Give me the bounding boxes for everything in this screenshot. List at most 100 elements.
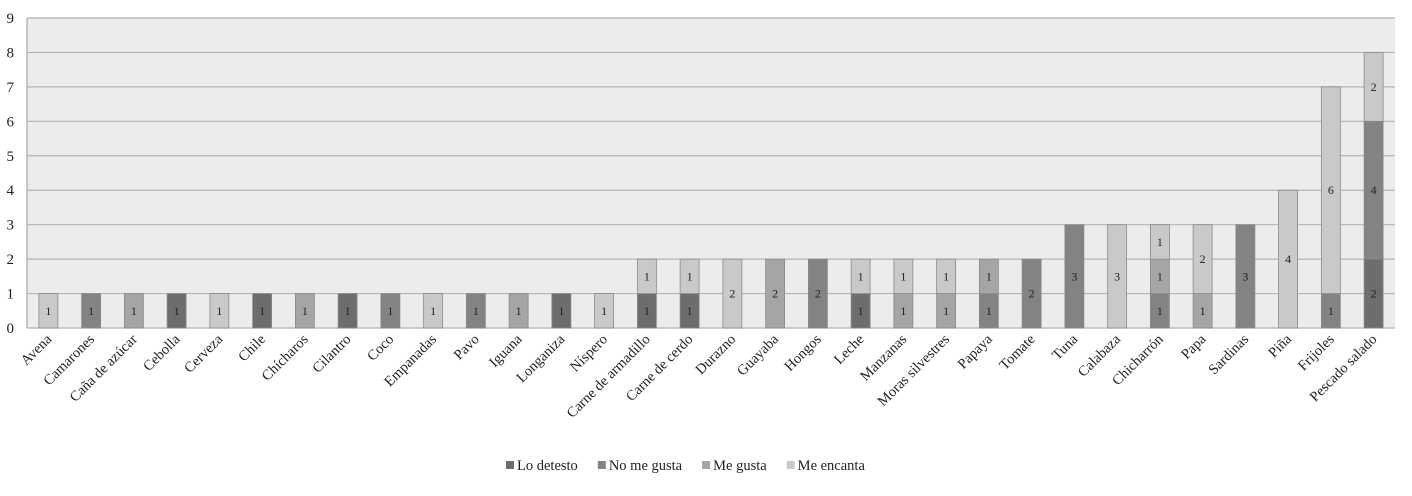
- bar-segment: [423, 293, 444, 329]
- bar-segment: [1235, 224, 1256, 329]
- legend-swatch: [702, 461, 711, 469]
- x-tick-label: Papaya: [955, 331, 996, 372]
- x-tick-label: Chícharos: [259, 331, 312, 384]
- bar-segment: [1363, 52, 1384, 122]
- x-tick-label: Tuna: [1049, 331, 1081, 363]
- bar-segment: [978, 258, 999, 294]
- y-tick-label: 4: [7, 183, 15, 199]
- bar-segment: [209, 293, 230, 329]
- data-label: 1: [644, 304, 650, 318]
- data-label: 1: [45, 304, 51, 318]
- x-tick-label: Tomate: [997, 332, 1039, 374]
- bar-segment: [1320, 86, 1341, 294]
- plot-area: [27, 18, 1395, 328]
- bar-segment: [722, 258, 743, 329]
- data-label: 1: [302, 304, 308, 318]
- legend-label: Me gusta: [713, 458, 767, 474]
- data-label: 1: [900, 304, 906, 318]
- data-label: 1: [986, 269, 992, 283]
- bar-segment: [636, 258, 657, 294]
- y-tick-label: 1: [7, 287, 15, 303]
- bar-segment: [294, 293, 315, 329]
- legend-label: Me encanta: [798, 458, 866, 474]
- data-label: 2: [1371, 287, 1377, 301]
- legend-swatch: [597, 461, 606, 469]
- x-tick-label: Pavo: [451, 332, 483, 364]
- x-tick-label: Frijoles: [1295, 331, 1338, 374]
- bar-segment: [380, 293, 401, 329]
- data-label: 2: [729, 287, 735, 301]
- data-label: 1: [430, 304, 436, 318]
- bar-segment: [252, 293, 273, 329]
- bar-segment: [807, 258, 828, 329]
- bar-segment: [1149, 224, 1170, 260]
- bar-segment: [337, 293, 358, 329]
- data-label: 1: [858, 269, 864, 283]
- data-label: 2: [1200, 252, 1206, 266]
- bar-segment: [123, 293, 144, 329]
- data-label: 2: [815, 287, 821, 301]
- bar-segment: [1278, 189, 1299, 329]
- bar-segment: [1064, 224, 1085, 329]
- data-label: 1: [1200, 304, 1206, 318]
- bar-segment: [508, 293, 529, 329]
- legend-label: Lo detesto: [517, 458, 578, 474]
- data-label: 6: [1328, 183, 1334, 197]
- bar-segment: [765, 258, 786, 329]
- data-label: 1: [1157, 235, 1163, 249]
- data-label: 1: [1157, 269, 1163, 283]
- x-tick-label: Avena: [18, 331, 56, 369]
- bar-segment: [166, 293, 187, 329]
- bar-segment: [551, 293, 572, 329]
- x-tick-label: Leche: [831, 332, 867, 368]
- legend-label: No me gusta: [609, 458, 683, 474]
- bar-segment: [81, 293, 102, 329]
- y-tick-label: 9: [7, 11, 15, 27]
- data-label: 4: [1285, 252, 1291, 266]
- data-label: 1: [558, 304, 564, 318]
- data-label: 1: [943, 304, 949, 318]
- y-tick-label: 2: [7, 252, 15, 268]
- data-label: 1: [900, 269, 906, 283]
- data-label: 1: [943, 269, 949, 283]
- data-label: 1: [516, 304, 522, 318]
- data-label: 1: [473, 304, 479, 318]
- x-tick-label: Guayaba: [734, 331, 782, 379]
- x-tick-label: Sardinas: [1206, 331, 1253, 378]
- x-tick-label: Coco: [364, 332, 397, 365]
- x-tick-label: Papa: [1178, 331, 1210, 363]
- y-tick-label: 3: [7, 218, 15, 234]
- data-label: 2: [1029, 287, 1035, 301]
- bar-segment: [893, 258, 914, 294]
- x-tick-label: Cilantro: [310, 332, 355, 377]
- bar-segment: [679, 258, 700, 294]
- data-label: 1: [131, 304, 137, 318]
- bar-segment: [850, 258, 871, 294]
- x-tick-label: Durazno: [693, 332, 740, 379]
- data-label: 1: [601, 304, 607, 318]
- x-tick-label: Iguana: [486, 331, 526, 371]
- x-tick-label: Piña: [1265, 331, 1295, 361]
- y-tick-label: 0: [7, 321, 15, 337]
- bar-segment: [594, 293, 615, 329]
- data-label: 1: [345, 304, 351, 318]
- data-label: 1: [387, 304, 393, 318]
- y-tick-label: 7: [7, 80, 15, 96]
- legend-swatch: [786, 461, 795, 469]
- legend-swatch: [506, 461, 514, 469]
- bar-segment: [1021, 258, 1042, 329]
- y-tick-label: 8: [7, 45, 15, 61]
- data-label: 4: [1371, 183, 1377, 197]
- data-label: 1: [1328, 304, 1334, 318]
- bar-segment: [1192, 224, 1213, 294]
- data-label: 1: [174, 304, 180, 318]
- data-label: 1: [687, 269, 693, 283]
- y-tick-label: 6: [7, 114, 15, 130]
- data-label: 1: [259, 304, 265, 318]
- data-label: 2: [1371, 80, 1377, 94]
- bar-segment: [38, 293, 59, 329]
- data-label: 1: [687, 304, 693, 318]
- y-tick-label: 5: [7, 149, 15, 165]
- data-label: 1: [88, 304, 94, 318]
